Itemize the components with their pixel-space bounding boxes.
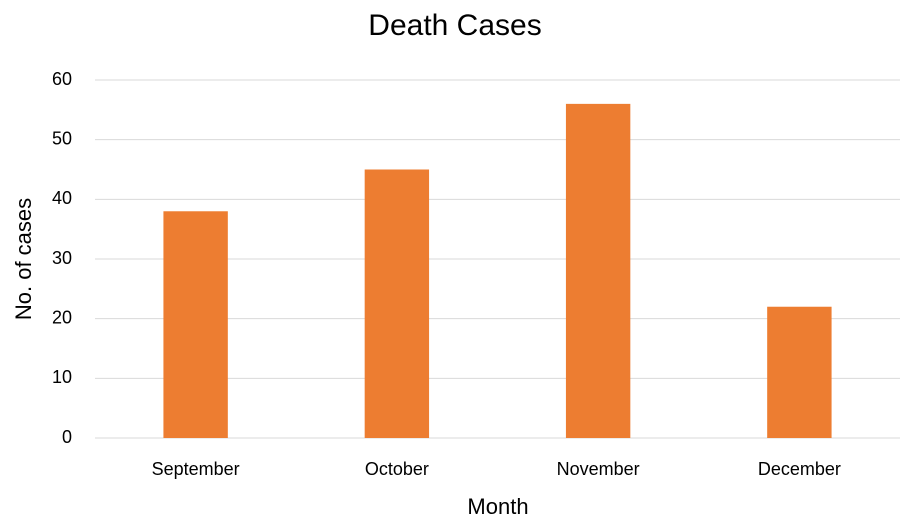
bar [767, 306, 832, 438]
y-tick-label: 0 [62, 427, 72, 447]
y-axis-label: No. of cases [11, 198, 36, 320]
x-tick-label: December [758, 459, 841, 479]
x-axis-label: Month [467, 494, 528, 518]
x-tick-label: October [365, 459, 429, 479]
y-tick-label: 60 [52, 69, 72, 89]
chart-title: Death Cases [368, 9, 541, 42]
x-tick-label: November [557, 459, 640, 479]
y-tick-label: 10 [52, 367, 72, 387]
bar [364, 169, 430, 438]
x-tick-label: September [152, 459, 240, 479]
y-tick-label: 50 [52, 128, 72, 148]
y-tick-label: 40 [52, 188, 72, 208]
y-tick-label: 30 [52, 248, 72, 268]
bar [565, 103, 631, 438]
y-tick-label: 20 [52, 307, 72, 327]
bar [163, 211, 228, 438]
